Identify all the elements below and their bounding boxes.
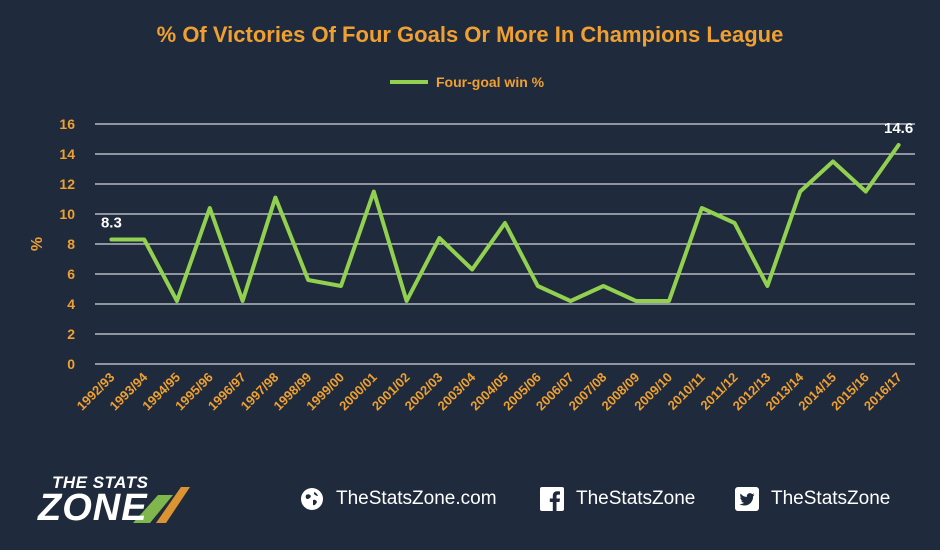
facebook-icon (540, 487, 564, 511)
y-tick-label: 6 (67, 266, 75, 282)
y-tick-label: 2 (67, 326, 75, 342)
globe-icon (301, 488, 323, 510)
twitter-icon (735, 487, 759, 511)
y-axis-label: % (29, 237, 46, 251)
brand-bottom-text: ZONE (38, 487, 148, 529)
legend: Four-goal win % (390, 74, 545, 90)
gridlines (95, 123, 915, 365)
data-labels: 8.3 14.6 (101, 120, 913, 232)
y-tick-label: 12 (59, 176, 75, 192)
facebook-link[interactable]: TheStatsZone (540, 487, 695, 511)
y-tick-label: 14 (59, 146, 75, 162)
y-axis-ticks: 0 2 4 6 8 10 12 14 16 (59, 116, 75, 372)
facebook-text: TheStatsZone (576, 488, 696, 509)
footer: THE STATS ZONE TheStatsZone.com TheStats… (0, 455, 940, 550)
twitter-link[interactable]: TheStatsZone (735, 487, 890, 511)
website-text: TheStatsZone.com (336, 488, 497, 509)
brand-logo: THE STATS ZONE (38, 465, 208, 535)
logo-swoosh-icon (133, 487, 190, 523)
y-tick-label: 8 (67, 236, 75, 252)
y-tick-label: 10 (59, 206, 75, 222)
legend-label: Four-goal win % (436, 74, 545, 90)
y-tick-label: 16 (59, 116, 75, 132)
line-chart: % Of Victories Of Four Goals Or More In … (29, 22, 915, 413)
y-tick-label: 4 (67, 296, 75, 312)
website-link[interactable]: TheStatsZone.com (300, 487, 497, 511)
data-label: 14.6 (884, 120, 913, 137)
chart-title: % Of Victories Of Four Goals Or More In … (157, 22, 784, 47)
series-group (109, 143, 901, 303)
data-label: 8.3 (101, 215, 122, 232)
y-tick-label: 0 (67, 356, 75, 372)
x-axis-ticks: 1992/931993/941994/951995/961996/971997/… (74, 369, 905, 413)
twitter-text: TheStatsZone (771, 488, 891, 509)
brand-top-text: THE STATS (52, 473, 149, 492)
